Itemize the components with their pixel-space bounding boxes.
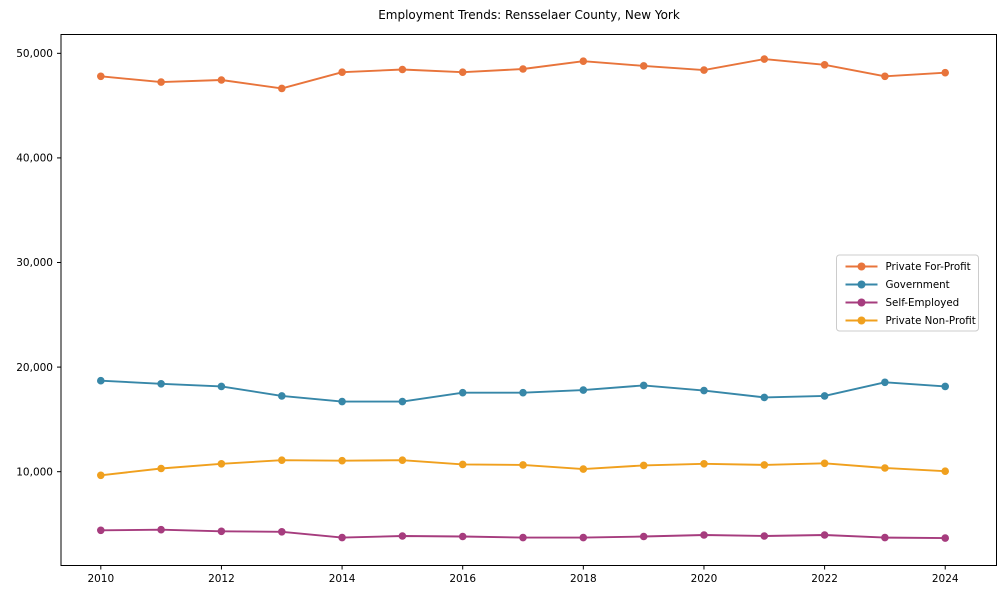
data-point-private-for-profit-2018	[579, 57, 588, 65]
data-point-private-for-profit-2023	[881, 72, 889, 81]
data-point-self-employed-2019	[639, 532, 648, 541]
y-tick-label: 20,000	[16, 362, 53, 374]
data-point-government-2019	[639, 381, 648, 390]
data-point-private-non-profit-2019	[639, 461, 648, 470]
data-point-private-for-profit-2011	[157, 78, 165, 86]
data-point-government-2017	[519, 388, 527, 397]
data-point-self-employed-2015	[398, 532, 407, 540]
data-point-private-for-profit-2019	[639, 62, 648, 70]
data-point-self-employed-2017	[519, 533, 527, 542]
data-point-self-employed-2014	[338, 533, 346, 542]
data-point-self-employed-2016	[458, 532, 467, 541]
data-point-private-non-profit-2011	[157, 464, 165, 473]
x-tick-label: 2018	[570, 573, 597, 585]
data-point-self-employed-2021	[760, 532, 769, 540]
data-point-private-non-profit-2015	[398, 456, 407, 465]
legend-label-self-employed: Self-Employed	[886, 297, 960, 309]
data-point-private-non-profit-2023	[881, 464, 889, 472]
data-point-government-2010	[97, 376, 105, 385]
data-point-self-employed-2022	[820, 531, 829, 539]
data-point-private-for-profit-2014	[338, 68, 346, 76]
data-point-private-non-profit-2018	[579, 465, 588, 473]
x-tick-label: 2012	[208, 573, 235, 585]
data-point-private-for-profit-2024	[941, 68, 949, 77]
data-point-private-non-profit-2013	[278, 456, 286, 465]
data-point-private-for-profit-2010	[97, 72, 105, 81]
data-point-government-2015	[398, 397, 407, 406]
data-point-private-non-profit-2012	[217, 460, 226, 468]
data-point-government-2024	[941, 382, 949, 391]
legend-box	[836, 254, 979, 332]
data-point-government-2022	[820, 392, 829, 400]
data-point-self-employed-2018	[579, 533, 588, 542]
data-point-government-2012	[217, 382, 226, 391]
x-tick-label: 2016	[449, 573, 476, 585]
data-point-private-for-profit-2022	[820, 61, 829, 69]
data-point-self-employed-2023	[881, 533, 889, 542]
data-point-private-non-profit-2024	[941, 467, 949, 476]
data-point-self-employed-2013	[278, 528, 286, 536]
data-point-private-for-profit-2015	[398, 65, 407, 74]
data-point-private-for-profit-2016	[458, 68, 467, 76]
legend-label-private-for-profit: Private For-Profit	[886, 261, 971, 273]
data-point-self-employed-2011	[157, 525, 165, 534]
y-tick-label: 40,000	[16, 153, 53, 165]
series-line-private-for-profit	[100, 58, 946, 90]
chart-title: Employment Trends: Rensselaer County, Ne…	[378, 8, 680, 22]
legend-marker-government	[857, 280, 866, 289]
data-point-government-2016	[458, 388, 467, 397]
y-tick-label: 10,000	[16, 466, 53, 478]
legend-marker-private-non-profit	[857, 316, 866, 325]
data-point-government-2018	[579, 386, 588, 394]
data-point-private-for-profit-2013	[278, 84, 286, 93]
data-point-private-non-profit-2016	[458, 460, 467, 469]
x-tick-label: 2024	[932, 573, 959, 585]
legend-label-private-non-profit: Private Non-Profit	[886, 315, 976, 327]
x-tick-label: 2020	[691, 573, 718, 585]
data-point-private-non-profit-2021	[760, 461, 769, 469]
x-tick-label: 2014	[329, 573, 356, 585]
data-point-private-for-profit-2020	[700, 66, 708, 74]
data-point-self-employed-2010	[97, 526, 105, 535]
data-point-private-non-profit-2017	[519, 461, 527, 469]
data-point-self-employed-2020	[700, 531, 708, 539]
y-tick-label: 30,000	[16, 257, 53, 269]
x-tick-label: 2010	[87, 573, 114, 585]
data-point-private-for-profit-2017	[519, 65, 527, 73]
data-point-government-2021	[760, 393, 769, 402]
data-point-private-non-profit-2014	[338, 456, 346, 465]
legend-label-government: Government	[886, 279, 950, 291]
data-point-government-2023	[881, 378, 889, 387]
data-point-government-2014	[338, 397, 346, 406]
legend-marker-private-for-profit	[857, 262, 866, 271]
data-point-private-for-profit-2012	[217, 76, 226, 84]
legend-marker-self-employed	[857, 298, 866, 307]
data-point-government-2011	[157, 380, 165, 388]
data-point-self-employed-2024	[941, 534, 949, 542]
x-tick-label: 2022	[811, 573, 838, 585]
y-tick-label: 50,000	[16, 48, 53, 60]
plot-border	[60, 34, 997, 566]
data-point-government-2020	[700, 386, 708, 395]
data-point-private-non-profit-2010	[97, 471, 105, 480]
data-point-government-2013	[278, 392, 286, 400]
data-point-self-employed-2012	[217, 527, 226, 536]
data-point-private-non-profit-2020	[700, 460, 708, 468]
data-point-private-non-profit-2022	[820, 459, 829, 468]
data-point-private-for-profit-2021	[760, 55, 769, 63]
